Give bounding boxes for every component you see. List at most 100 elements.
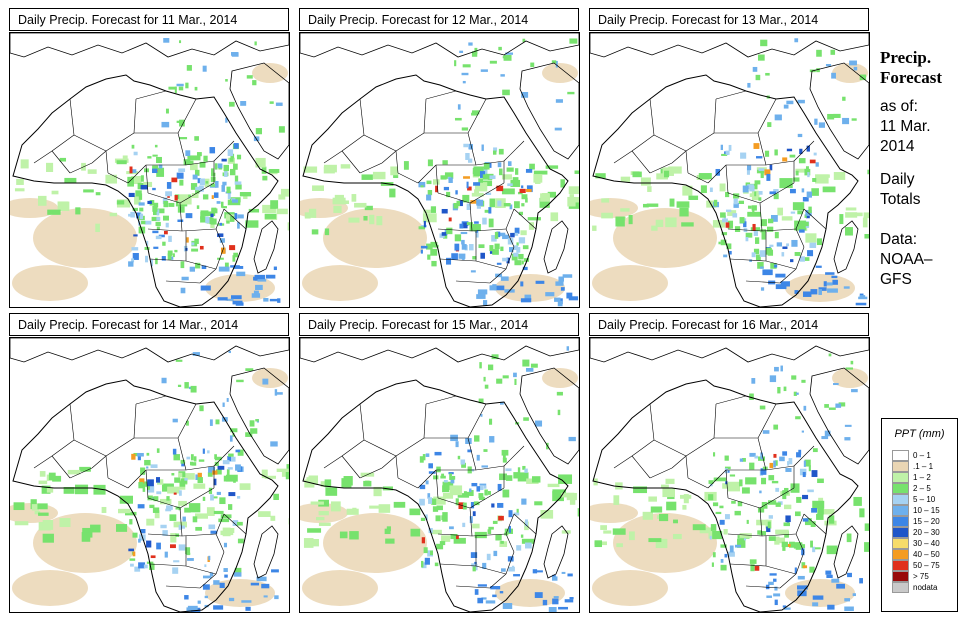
precip-cell	[499, 541, 508, 547]
precip-cell	[311, 229, 319, 235]
precip-cell	[771, 480, 779, 484]
precip-cell	[502, 89, 510, 96]
precip-cell	[739, 458, 743, 462]
precip-cell	[470, 502, 475, 509]
precip-cell	[741, 487, 750, 494]
precip-cell	[569, 38, 578, 44]
precip-cell	[555, 281, 564, 286]
precip-cell	[232, 255, 236, 262]
precip-cell	[276, 468, 289, 473]
precip-cell	[721, 232, 728, 236]
precip-cell	[339, 531, 348, 539]
precip-cell	[507, 238, 514, 245]
legend-item: 50 – 75	[892, 560, 952, 571]
precip-cell	[806, 145, 810, 152]
precip-cell	[202, 575, 212, 579]
precip-cell	[162, 530, 168, 536]
precip-cell	[760, 287, 765, 291]
precip-cell	[427, 493, 431, 499]
precip-cell	[149, 563, 155, 570]
country-border	[341, 134, 365, 152]
precip-cell	[752, 66, 758, 72]
coastline	[300, 33, 579, 58]
precip-cell	[719, 505, 724, 509]
precip-cell	[202, 496, 206, 501]
precip-cell	[524, 468, 528, 473]
precip-cell	[254, 41, 257, 46]
precip-cell	[554, 297, 561, 302]
precip-cell	[469, 516, 473, 524]
precip-cell	[810, 521, 816, 527]
precip-cell	[229, 435, 233, 442]
precip-cell	[782, 451, 788, 456]
country-border	[223, 513, 247, 535]
precip-cell	[448, 177, 453, 183]
legend-item: 0 – 1	[892, 450, 952, 461]
precip-cell	[790, 483, 800, 493]
precip-cell	[558, 276, 565, 282]
data-source-line1: Data:	[880, 231, 918, 248]
precip-cell	[790, 259, 794, 263]
precip-cell	[152, 209, 159, 216]
precip-cell	[179, 137, 188, 140]
precip-cell	[479, 171, 486, 178]
precip-cell	[173, 521, 187, 528]
precip-cell	[734, 226, 741, 233]
precip-cell	[232, 520, 239, 526]
country-border	[757, 437, 767, 471]
precip-cell	[734, 510, 741, 516]
precip-cell	[502, 453, 506, 459]
precip-cell	[773, 453, 777, 458]
precip-cell	[811, 508, 818, 513]
precip-cell	[616, 543, 623, 548]
country-border	[437, 228, 473, 232]
country-border	[505, 246, 515, 270]
precip-cell	[231, 199, 239, 203]
precip-cell	[460, 459, 466, 465]
precip-cell	[224, 262, 229, 268]
precip-cell	[450, 533, 458, 540]
precip-cell	[144, 220, 152, 225]
precip-cell	[642, 203, 649, 208]
precip-cell	[498, 46, 502, 51]
precip-cell	[34, 510, 41, 515]
precip-cell	[427, 159, 433, 167]
precip-cell	[809, 566, 815, 573]
precip-cell	[746, 519, 749, 524]
precip-cell	[628, 214, 633, 225]
precip-cell	[759, 405, 766, 410]
precip-cell	[769, 164, 773, 171]
precip-cell	[495, 534, 502, 541]
precip-cell	[221, 185, 225, 192]
precip-cell	[817, 504, 824, 515]
precip-cell	[146, 452, 150, 456]
precip-cell	[530, 62, 535, 68]
precip-cell	[221, 158, 227, 162]
country-border	[147, 228, 183, 232]
precip-cell	[462, 194, 470, 203]
precip-cell	[192, 516, 198, 523]
precip-cell	[214, 454, 217, 460]
precip-cell	[724, 468, 728, 474]
country-border	[757, 98, 777, 134]
precip-cell	[129, 166, 133, 174]
precip-cell	[723, 215, 727, 222]
precip-cell	[487, 529, 492, 535]
precip-cell	[150, 464, 158, 468]
country-border	[69, 467, 93, 479]
precip-cell	[270, 200, 279, 209]
precip-cell	[459, 50, 464, 54]
precip-cell	[167, 250, 173, 256]
precip-cell	[421, 560, 424, 568]
precip-cell	[423, 209, 431, 214]
precip-cell	[814, 118, 818, 125]
precip-cell	[463, 176, 470, 179]
precip-cell	[229, 168, 236, 176]
precip-cell	[462, 502, 467, 510]
precip-cell	[499, 401, 504, 405]
precip-cell	[743, 221, 747, 228]
precip-cell	[807, 250, 814, 257]
precip-cell	[213, 496, 218, 499]
country-border	[359, 467, 383, 479]
precip-cell	[514, 227, 520, 234]
